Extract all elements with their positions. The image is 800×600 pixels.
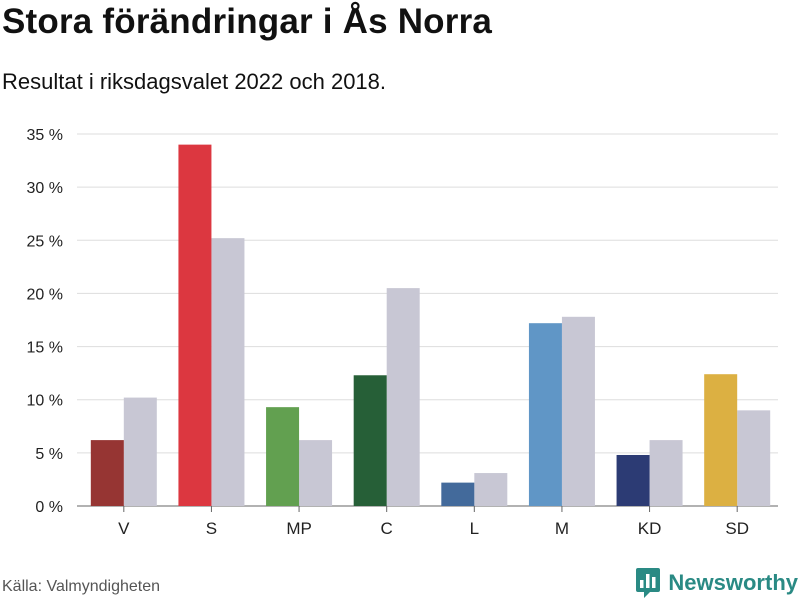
x-tick-label: MP — [286, 519, 312, 538]
y-tick-label: 25 % — [27, 233, 63, 250]
chart-title: Stora förändringar i Ås Norra — [2, 2, 493, 41]
bar-2018-sd[interactable] — [737, 410, 771, 506]
bar-2022-m[interactable] — [528, 323, 562, 506]
bar-2022-mp[interactable] — [266, 407, 300, 506]
x-tick-label: S — [206, 519, 217, 538]
y-tick-label: 0 % — [35, 499, 63, 516]
source-note: Källa: Valmyndigheten — [2, 578, 161, 595]
y-tick-label: 30 % — [27, 180, 63, 197]
bar-2022-sd[interactable] — [704, 374, 738, 506]
y-tick-label: 15 % — [27, 340, 63, 357]
bar-2018-mp[interactable] — [299, 440, 333, 506]
y-axis: 0 % 5 % 10 % 15 % 20 % 25 % 30 % 35 % — [27, 127, 63, 516]
bar-chart: 0 % 5 % 10 % 15 % 20 % 25 % 30 % 35 % V S MP C L M KD… — [27, 127, 778, 538]
bar-2018-l[interactable] — [474, 473, 508, 506]
bar-2018-kd[interactable] — [649, 440, 683, 506]
bar-2018-s[interactable] — [211, 238, 245, 506]
bar-2018-m[interactable] — [561, 316, 595, 506]
bar-2022-c[interactable] — [353, 375, 387, 506]
x-tick-label: C — [381, 519, 393, 538]
x-tick-label: L — [470, 519, 479, 538]
bars — [90, 144, 771, 506]
brand-logo[interactable]: Newsworthy — [636, 568, 798, 598]
bar-2022-s[interactable] — [178, 144, 212, 506]
y-tick-label: 35 % — [27, 127, 63, 144]
bar-2018-v[interactable] — [123, 397, 157, 506]
y-tick-label: 5 % — [35, 446, 63, 463]
x-tick-label: SD — [725, 519, 749, 538]
y-tick-label: 10 % — [27, 393, 63, 410]
x-axis: V S MP C L M KD SD — [118, 506, 749, 538]
bar-2022-v[interactable] — [90, 440, 124, 506]
bar-2022-kd[interactable] — [616, 454, 650, 506]
bar-2018-c[interactable] — [386, 288, 420, 506]
y-tick-label: 20 % — [27, 286, 63, 303]
brand-name: Newsworthy — [668, 570, 798, 595]
x-tick-label: M — [555, 519, 569, 538]
bar-chart-logo-icon — [636, 568, 661, 598]
chart-subtitle: Resultat i riksdagsvalet 2022 och 2018. — [2, 69, 387, 94]
x-tick-label: V — [118, 519, 130, 538]
bar-2022-l[interactable] — [441, 482, 475, 506]
x-tick-label: KD — [638, 519, 662, 538]
